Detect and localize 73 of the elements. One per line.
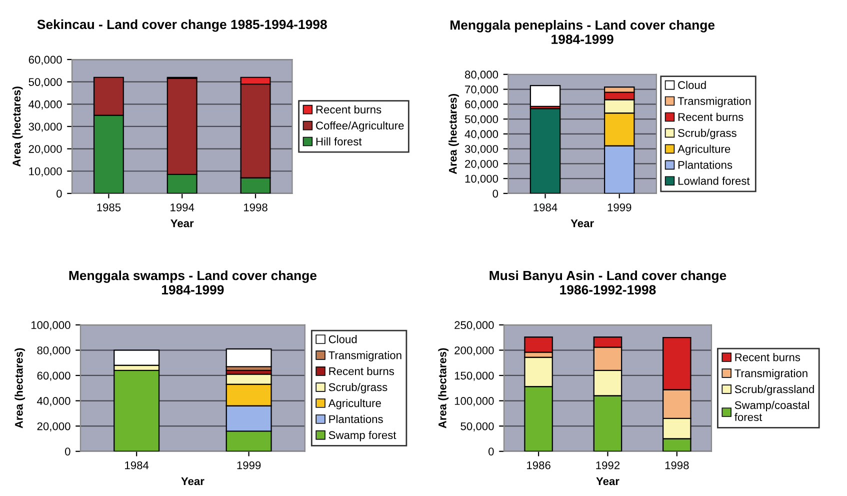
x-tick-label: 1984 xyxy=(534,203,558,212)
y-tick-label: 100,000 xyxy=(31,321,70,330)
x-tick-label: 1998 xyxy=(665,461,689,470)
y-tick-label: 100,000 xyxy=(454,397,494,406)
y-tick-label: 50,000 xyxy=(464,115,498,124)
y-tick-label: 10,000 xyxy=(29,167,62,177)
legend-label: Transmigration xyxy=(328,351,402,362)
legend-label: Coffee/Agriculture xyxy=(316,121,404,132)
legend-label: Plantations xyxy=(678,160,732,169)
legend-label: Agriculture xyxy=(678,144,730,156)
y-tick-label: 70,000 xyxy=(465,86,498,95)
chart-title: Menggala swamps - Land cover change 1984-1999 xyxy=(69,270,317,294)
bar xyxy=(530,85,561,107)
y-axis-title: Area (hectares) xyxy=(438,348,449,428)
legend-label: Swamp/coastal forest xyxy=(734,400,809,422)
legend-label: Cloud xyxy=(678,80,706,90)
y-tick-label: 40,000 xyxy=(464,130,498,140)
legend-label: Recent burns xyxy=(735,353,800,362)
legend-label: Scrub/grass xyxy=(678,128,736,140)
y-tick-label: 20,000 xyxy=(465,160,498,170)
legend-label: Plantations xyxy=(329,414,383,424)
x-axis-title: Year xyxy=(596,477,620,486)
legend-label: Cloud xyxy=(328,335,357,344)
y-tick-label: 150,000 xyxy=(454,372,494,381)
y-tick-label: 80,000 xyxy=(464,70,498,80)
legend-label: Hill forest xyxy=(316,137,362,146)
x-tick-label: 1999 xyxy=(608,203,632,212)
x-tick-label: 1994 xyxy=(170,203,194,212)
y-tick-label: 0 xyxy=(488,448,494,456)
chart-title: Menggala peneplains - Land cover change 1984-1999 xyxy=(450,20,715,44)
x-tick-label: 1998 xyxy=(244,203,268,212)
y-tick-label: 0 xyxy=(65,448,70,456)
y-tick-label: 250,000 xyxy=(454,321,494,330)
y-tick-label: 20,000 xyxy=(28,145,62,154)
y-tick-label: 60,000 xyxy=(37,372,70,381)
y-tick-label: 50,000 xyxy=(28,78,62,88)
y-tick-label: 30,000 xyxy=(28,122,62,132)
y-tick-label: 60,000 xyxy=(28,56,62,65)
x-axis-title: Year xyxy=(181,477,204,486)
legend-label: Recent burns xyxy=(329,367,394,376)
y-tick-label: 20,000 xyxy=(37,422,70,432)
x-tick-label: 1992 xyxy=(596,461,620,470)
y-axis-title: Area (hectares) xyxy=(448,94,459,174)
x-axis-title: Year xyxy=(170,219,194,228)
x-tick-label: 1986 xyxy=(527,461,550,470)
legend-label: Scrub/grassland xyxy=(734,385,814,396)
y-tick-label: 10,000 xyxy=(465,174,498,184)
x-tick-label: 1985 xyxy=(97,203,121,212)
legend-label: Swamp forest xyxy=(328,430,396,442)
legend-label: Scrub/grass xyxy=(328,382,388,394)
legend-label: Recent burns xyxy=(316,105,382,114)
y-tick-label: 30,000 xyxy=(464,145,498,154)
y-tick-label: 60,000 xyxy=(465,100,498,110)
chart-title: Musi Banyu Asin - Land cover change 1986-1992-1998 xyxy=(490,270,726,294)
legend-label: Transmigration xyxy=(678,96,750,108)
chart-title: Sekincau - Land cover change 1985-1994-1998 xyxy=(37,19,327,32)
legend-label: Lowland forest xyxy=(678,176,750,185)
bar xyxy=(226,348,272,368)
legend-label: Transmigration xyxy=(734,369,808,380)
y-axis-title: Area (hectares) xyxy=(14,348,26,428)
y-tick-label: 40,000 xyxy=(37,397,70,406)
x-tick-label: 1984 xyxy=(125,461,149,470)
y-tick-label: 0 xyxy=(56,190,62,198)
y-tick-label: 50,000 xyxy=(460,422,494,432)
y-axis-title: Area (hectares) xyxy=(12,86,23,167)
legend-label: Agriculture xyxy=(328,398,381,410)
y-tick-label: 40,000 xyxy=(28,100,62,110)
y-tick-label: 80,000 xyxy=(37,346,70,356)
x-axis-title: Year xyxy=(570,219,594,228)
legend-label: Recent burns xyxy=(678,112,744,121)
y-tick-label: 200,000 xyxy=(454,346,494,356)
y-tick-label: 0 xyxy=(492,190,498,198)
x-tick-label: 1999 xyxy=(237,461,261,470)
